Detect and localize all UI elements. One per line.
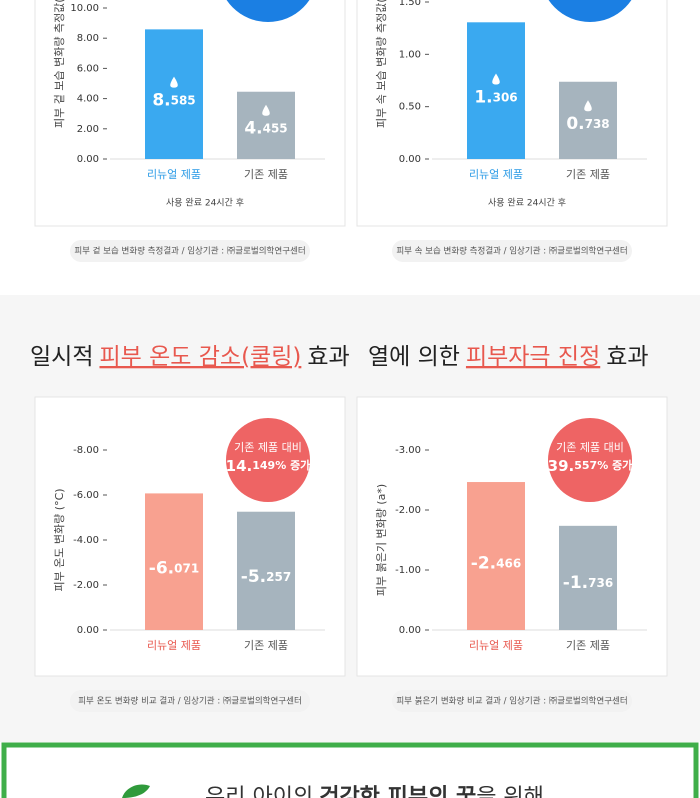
bar — [559, 525, 617, 630]
footnote: 피부 온도 변화량 비교 결과 / 임상기관 : ㈜글로벌의학연구센터 — [78, 696, 302, 707]
y-tick-label: 0.00 — [77, 154, 99, 165]
badge — [548, 0, 632, 22]
title-text: 일시적 — [30, 344, 93, 370]
y-tick-label: -8.00 — [73, 445, 99, 456]
banner-text-part: 우리 아이의 — [205, 785, 313, 798]
title-text: 효과 — [307, 344, 349, 370]
badge-value: 14.149% 증가 — [226, 457, 311, 475]
y-tick-label: -1.00 — [395, 565, 421, 576]
y-tick-label: -3.00 — [395, 445, 421, 456]
bar — [237, 511, 295, 630]
footnote: 피부 겉 보습 변화량 측정결과 / 임상기관 : ㈜글로벌의학연구센터 — [74, 246, 305, 257]
section-title: 열에 의한 피부자극 진정 효과 — [368, 344, 649, 370]
value-label: 1.306 — [474, 87, 517, 107]
y-tick-label: 1.50 — [399, 0, 421, 8]
y-tick-label: -6.00 — [73, 490, 99, 501]
x-tick-label: 리뉴얼 제품 — [147, 167, 201, 181]
bar — [467, 482, 525, 630]
x-tick-label: 리뉴얼 제품 — [147, 638, 201, 652]
y-tick-label: -4.00 — [73, 535, 99, 546]
y-tick-label: 8.00 — [77, 33, 99, 44]
bar — [559, 81, 617, 159]
banner-text-part: 을 위해 — [476, 785, 544, 798]
x-tick-label: 리뉴얼 제품 — [469, 167, 523, 181]
footnote-pill — [392, 240, 632, 262]
x-tick-label: 기존 제품 — [244, 168, 288, 181]
badge-text: 기존 제품 대비 — [556, 441, 624, 454]
footnote-pill — [70, 240, 310, 262]
banner-box — [1, 742, 699, 798]
x-tick-label: 기존 제품 — [566, 639, 610, 652]
bar — [467, 22, 525, 160]
banner-highlight: 건강한 피부의 꿈 — [319, 785, 476, 798]
section-title: 일시적 피부 온도 감소(쿨링) 효과 — [30, 344, 350, 370]
value-label: 8.585 — [152, 91, 195, 111]
x-tick-label: 기존 제품 — [244, 639, 288, 652]
x-axis-title: 사용 완료 24시간 후 — [488, 198, 566, 209]
value-label: -2.466 — [471, 553, 521, 573]
y-tick-label: 2.00 — [77, 124, 99, 135]
y-axis-title: 피부 속 보습 변화량 측정값(PW — [375, 0, 388, 128]
y-tick-label: 6.00 — [77, 63, 99, 74]
x-axis-title: 사용 완료 24시간 후 — [166, 198, 244, 209]
title-highlight: 피부 온도 감소(쿨링) — [99, 344, 301, 370]
value-label: 4.455 — [244, 119, 287, 139]
y-tick-label: 0.00 — [399, 154, 421, 165]
y-tick-label: -2.00 — [73, 580, 99, 591]
value-label: -1.736 — [563, 573, 613, 593]
badge — [548, 418, 632, 502]
footnote-pill — [70, 690, 310, 712]
title-text: 효과 — [606, 344, 648, 370]
y-axis-title: 피부 온도 변화량 (°C) — [53, 488, 66, 591]
footnote: 피부 속 보습 변화량 측정결과 / 임상기관 : ㈜글로벌의학연구센터 — [396, 246, 627, 257]
drop-icon — [170, 76, 178, 88]
x-tick-label: 리뉴얼 제품 — [469, 638, 523, 652]
y-tick-label: 0.00 — [77, 625, 99, 636]
title-highlight: 피부자극 진정 — [466, 344, 600, 370]
y-axis-title: 피부 붉은기 변화량 (a*) — [375, 484, 388, 596]
badge — [226, 0, 310, 22]
badge — [226, 418, 310, 502]
value-label: 0.738 — [566, 114, 609, 134]
value-label: -6.071 — [149, 559, 199, 579]
footnote-pill — [392, 690, 632, 712]
badge-text: 기존 제품 대비 — [234, 441, 302, 454]
bar — [237, 91, 295, 159]
footnote: 피부 붉은기 변화량 비교 결과 / 임상기관 : ㈜글로벌의학연구센터 — [396, 696, 627, 707]
badge-value: 39.557% 증가 — [548, 457, 633, 475]
drop-icon — [262, 104, 270, 116]
bar — [145, 29, 203, 159]
value-label: -5.257 — [241, 567, 291, 587]
leaf-icon — [122, 784, 150, 798]
y-axis-title: 피부 겉 보습 변화량 측정값( — [53, 0, 66, 128]
drop-icon — [584, 100, 592, 112]
title-text: 열에 의한 — [368, 344, 460, 370]
x-tick-label: 기존 제품 — [566, 168, 610, 181]
y-tick-label: 0.00 — [399, 625, 421, 636]
drop-icon — [492, 73, 500, 85]
banner-text: 우리 아이의 건강한 피부의 꿈을 위해 — [205, 785, 544, 798]
y-tick-label: -2.00 — [395, 505, 421, 516]
y-tick-label: 1.00 — [399, 49, 421, 60]
y-tick-label: 10.00 — [70, 3, 99, 14]
y-tick-label: 4.00 — [77, 94, 99, 105]
y-tick-label: 0.50 — [399, 102, 421, 113]
bar — [145, 493, 203, 630]
